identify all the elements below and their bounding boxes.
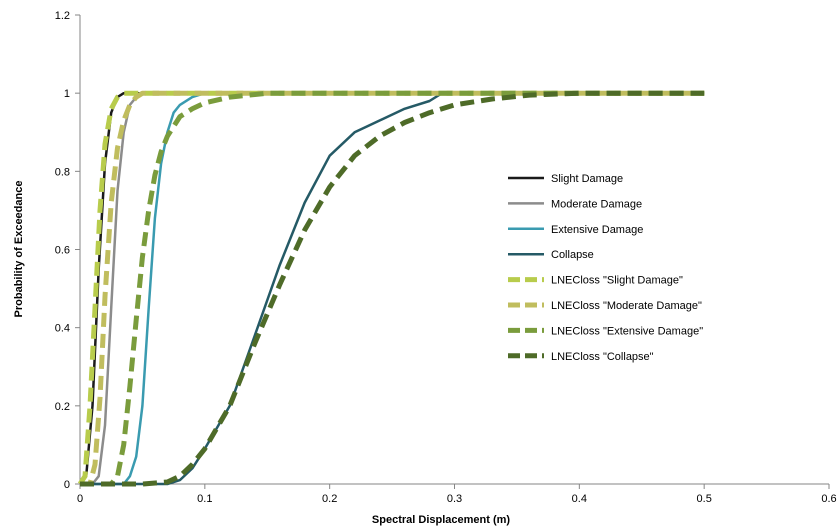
legend-label: LNECloss "Slight Damage" — [551, 275, 683, 287]
x-tick-label: 0.2 — [322, 493, 337, 505]
series-line-3 — [80, 91, 705, 486]
series-line-2 — [80, 91, 705, 486]
legend-item: LNECloss "Collapse" — [508, 351, 654, 363]
legend: Slight Damage Moderate Damage Extensive Da… — [508, 173, 703, 363]
legend-label: LNECloss "Moderate Damage" — [551, 300, 702, 312]
series-line-1 — [80, 91, 705, 486]
x-tick-label: 0 — [77, 493, 83, 505]
x-tick-label: 0.5 — [697, 493, 712, 505]
x-tick-label: 0.1 — [197, 493, 212, 505]
series-line-5 — [80, 90, 705, 487]
y-axis-title: Probability of Exceedance — [13, 181, 25, 318]
legend-item: Slight Damage — [508, 173, 623, 185]
x-tick-label: 0.4 — [572, 493, 587, 505]
y-tick-label: 0.4 — [55, 323, 70, 335]
axes: 0 0.1 0.2 0.3 0.4 0.5 0.6 0 0.2 0.4 0.6 0.8 1 1.2 — [55, 10, 837, 505]
x-axis-title: Spectral Displacement (m) — [372, 514, 510, 526]
legend-label: Collapse — [551, 249, 594, 261]
legend-item: LNECloss "Extensive Damage" — [508, 325, 703, 337]
legend-item: Moderate Damage — [508, 198, 642, 210]
series-line-4 — [77, 90, 705, 486]
legend-item: LNECloss "Moderate Damage" — [508, 300, 702, 312]
legend-item: LNECloss "Slight Damage" — [508, 275, 683, 287]
y-tick-label: 1 — [64, 88, 70, 100]
x-tick-label: 0.6 — [821, 493, 836, 505]
legend-label: Moderate Damage — [551, 198, 642, 210]
series-line-0 — [79, 91, 705, 485]
series-line-6 — [80, 90, 705, 487]
y-tick-label: 0.6 — [55, 245, 70, 257]
legend-label: LNECloss "Extensive Damage" — [551, 325, 703, 337]
legend-label: LNECloss "Collapse" — [551, 351, 654, 363]
y-tick-label: 1.2 — [55, 10, 70, 22]
y-tick-label: 0 — [64, 479, 70, 491]
series-layer — [77, 90, 705, 487]
y-tick-label: 0.2 — [55, 401, 70, 413]
legend-item: Collapse — [508, 249, 594, 261]
legend-label: Extensive Damage — [551, 224, 643, 236]
x-tick-label: 0.3 — [447, 493, 462, 505]
series-line-7 — [80, 90, 705, 487]
legend-item: Extensive Damage — [508, 224, 643, 236]
y-tick-label: 0.8 — [55, 166, 70, 178]
legend-label: Slight Damage — [551, 173, 623, 185]
